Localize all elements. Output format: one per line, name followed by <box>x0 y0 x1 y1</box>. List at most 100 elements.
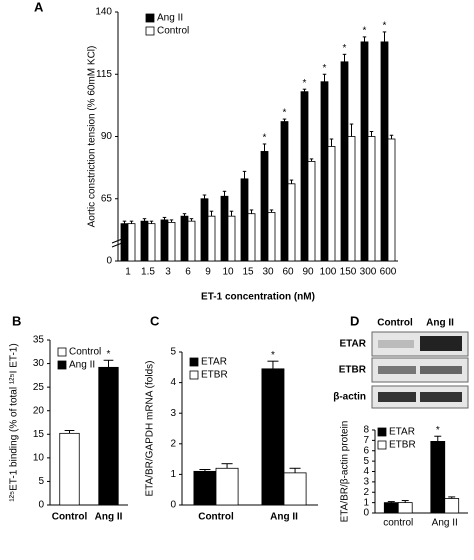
y-tick-label: 10 <box>33 452 45 463</box>
bar <box>240 178 249 262</box>
blot-band <box>420 366 462 374</box>
x-tick-label: 600 <box>380 267 397 278</box>
significance-marker: * <box>263 133 267 144</box>
bar <box>397 502 413 514</box>
legend-swatch <box>57 360 67 370</box>
legend-label: Control <box>69 347 101 358</box>
y-tick-label: 140 <box>95 7 112 18</box>
legend-swatch <box>57 347 67 357</box>
bar <box>283 472 307 506</box>
x-tick-label: 100 <box>320 267 337 278</box>
bar <box>267 212 276 262</box>
legend-swatch <box>377 440 387 450</box>
y-tick-label: 65 <box>101 193 113 204</box>
y-tick-label: 20 <box>33 405 45 416</box>
y-axis-label: ETA/BR/GAPDH mRNA (folds) <box>145 361 156 497</box>
legend-swatch <box>145 26 155 36</box>
y-tick-label: 90 <box>101 131 113 142</box>
y-tick-label: 25 <box>33 382 45 393</box>
bar <box>98 366 119 506</box>
bar <box>387 138 396 262</box>
blot-row: ETAR <box>340 339 367 350</box>
bar <box>287 183 296 262</box>
legend-swatch <box>189 357 199 367</box>
bar <box>167 222 176 262</box>
bar <box>380 41 389 262</box>
axis-break <box>111 242 123 248</box>
x-tick-label: 60 <box>282 267 294 278</box>
significance-marker: * <box>303 78 307 89</box>
y-tick-label: 2 <box>170 438 176 449</box>
y-tick-label: 30 <box>33 358 45 369</box>
bar <box>300 91 309 262</box>
y-tick-label: 1 <box>363 497 369 508</box>
x-tick-label: Control <box>52 512 88 523</box>
bar <box>327 146 336 262</box>
bar <box>140 220 149 262</box>
bar <box>207 215 216 262</box>
legend-label: ETBR <box>389 440 416 451</box>
significance-marker: * <box>271 350 275 361</box>
western-blot: Control Ang II ETAR ETBR β-actin <box>333 318 469 409</box>
legend-label: ETBR <box>201 370 228 381</box>
x-tick-label: 9 <box>205 267 211 278</box>
bar <box>367 136 376 262</box>
legend-swatch <box>189 370 199 380</box>
bar <box>127 223 136 262</box>
blot-band <box>378 392 416 402</box>
blot-band <box>378 366 416 374</box>
significance-marker: * <box>107 349 111 360</box>
significance-marker: * <box>283 108 287 119</box>
blot-row: β-actin <box>333 392 366 403</box>
bar <box>193 470 217 506</box>
bar <box>320 81 329 262</box>
bar <box>307 160 316 262</box>
x-tick-label: 15 <box>242 267 254 278</box>
bar <box>160 219 169 262</box>
y-tick-label: 5 <box>363 456 369 467</box>
bar <box>340 61 349 262</box>
significance-marker: * <box>323 63 327 74</box>
x-tick-label: 30 <box>262 267 274 278</box>
x-tick-label: 1 <box>125 267 131 278</box>
legend-label: ETAR <box>389 427 415 438</box>
bar <box>147 223 156 262</box>
y-tick-label: 15 <box>33 429 45 440</box>
axis-break <box>111 238 123 244</box>
bar <box>247 213 256 262</box>
blot-band <box>420 336 462 351</box>
bar <box>280 121 289 262</box>
significance-marker: * <box>363 26 367 37</box>
y-tick-label: 0 <box>363 508 369 519</box>
y-tick-label: 4 <box>363 466 369 477</box>
x-tick-label: 6 <box>185 267 191 278</box>
y-tick-label: 3 <box>170 408 176 419</box>
x-tick-label: 3 <box>165 267 171 278</box>
x-tick-label: control <box>383 518 413 529</box>
blot-column: Ang II <box>426 318 454 329</box>
blot-row: ETBR <box>339 365 367 376</box>
x-tick-label: 300 <box>360 267 377 278</box>
x-tick-label: 150 <box>340 267 357 278</box>
x-tick-label: 10 <box>222 267 234 278</box>
bar <box>383 502 399 514</box>
y-tick-label: 0 <box>106 256 112 267</box>
bar <box>120 223 129 262</box>
x-tick-label: 1.5 <box>141 267 155 278</box>
blot-band <box>378 340 414 348</box>
y-tick-label: 115 <box>96 69 112 80</box>
y-tick-label: 3 <box>363 477 369 488</box>
significance-marker: * <box>343 43 347 54</box>
blot-column: Control <box>377 318 413 329</box>
bar <box>220 195 229 262</box>
panel-letter: A <box>34 0 44 14</box>
bar <box>360 41 369 262</box>
legend-label: ETAR <box>201 357 227 368</box>
bar <box>200 198 209 262</box>
y-tick-label: 1 <box>170 469 176 480</box>
x-tick-label: Ang II <box>95 512 123 523</box>
legend-label: Control <box>157 26 189 37</box>
y-tick-label: 35 <box>33 335 45 346</box>
legend-label: Ang II <box>69 360 95 371</box>
